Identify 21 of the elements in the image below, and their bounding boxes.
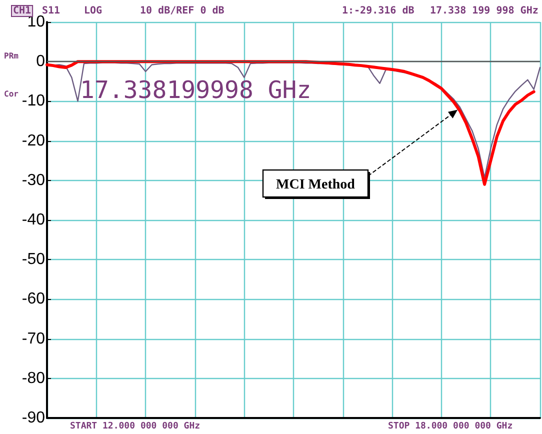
- text: 1:-29.316 dB: [342, 6, 414, 16]
- text: S11: [42, 6, 60, 16]
- y-tick-label: -80: [22, 370, 46, 387]
- y-tick-label: 0: [36, 53, 46, 70]
- y-tick-label: -60: [22, 290, 46, 308]
- y-tick-label: -10: [22, 92, 46, 110]
- text: LOG: [84, 6, 102, 16]
- y-tick-label: -50: [22, 251, 46, 268]
- text: PRm: [4, 52, 19, 60]
- text: 10 dB/REF 0 dB: [140, 6, 224, 16]
- y-tick-label: -40: [22, 212, 46, 228]
- text: Cor: [4, 90, 19, 98]
- text: STOP 18.000 000 000 GHz: [388, 422, 513, 432]
- y-tick-label: -70: [22, 330, 46, 348]
- text: START 12.000 000 000 GHz: [70, 422, 200, 432]
- y-tick-label: -90: [22, 410, 46, 426]
- text: CH1: [13, 6, 32, 16]
- y-tick-label: -20: [22, 132, 46, 150]
- annotation: MCI Method: [276, 178, 356, 192]
- text: 17.338 199 998 GHz: [430, 6, 538, 16]
- y-tick-label: -30: [22, 172, 46, 189]
